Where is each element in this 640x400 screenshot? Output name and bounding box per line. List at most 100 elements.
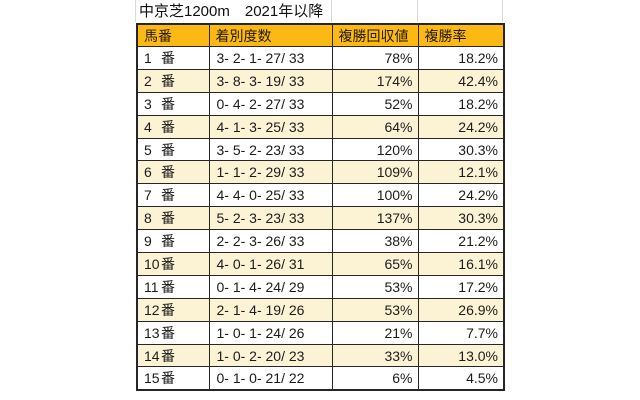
cell-place-rate[interactable]: 18.2% [417, 91, 505, 116]
horse-number-suffix: 番 [161, 210, 175, 227]
horse-number-value: 12 [144, 301, 160, 318]
cell-finish-counts[interactable]: 3- 2- 1- 27/ 33 [208, 46, 333, 70]
cell-place-return[interactable]: 52% [331, 91, 419, 116]
cell-place-rate[interactable]: 13.0% [417, 343, 505, 368]
table-row: 6 番 1- 1- 2- 29/ 33 109% 12.1% [136, 160, 505, 185]
cell-finish-counts[interactable]: 3- 8- 3- 19/ 33 [208, 68, 333, 93]
cell-finish-counts[interactable]: 4- 1- 3- 25/ 33 [208, 114, 333, 139]
horse-number-value: 11 [144, 278, 159, 295]
horse-number-suffix: 番 [161, 72, 175, 89]
horse-number-value: 3 [144, 95, 152, 112]
cell-horse-number[interactable]: 15番 [136, 366, 210, 391]
horse-number-suffix: 番 [161, 95, 175, 112]
horse-number-suffix: 番 [161, 347, 175, 364]
horse-number-suffix: 番 [161, 233, 175, 250]
horse-number-value: 6 [144, 164, 152, 181]
horse-number-suffix: 番 [161, 118, 175, 135]
cell-place-rate[interactable]: 30.3% [417, 206, 505, 231]
header-cell-place-rate[interactable]: 複勝率 [417, 23, 505, 47]
table-row: 1 番 3- 2- 1- 27/ 33 78% 18.2% [136, 46, 505, 70]
cell-place-rate[interactable]: 18.2% [417, 46, 505, 70]
gridline [502, 0, 503, 22]
cell-place-rate[interactable]: 17.2% [417, 274, 505, 299]
horse-number-suffix: 番 [161, 141, 175, 158]
cell-finish-counts[interactable]: 2- 2- 3- 26/ 33 [208, 229, 333, 254]
cell-place-rate[interactable]: 7.7% [417, 320, 505, 345]
gridline [417, 0, 418, 22]
sheet-title[interactable]: 中京芝1200m 2021年以降 [139, 3, 324, 20]
cell-place-rate[interactable]: 24.2% [417, 183, 505, 208]
horse-number-suffix: 番 [161, 164, 175, 181]
cell-horse-number[interactable]: 11 番 [136, 274, 210, 299]
header-cell-place-return[interactable]: 複勝回収値 [331, 23, 419, 47]
cell-finish-counts[interactable]: 1- 0- 1- 24/ 26 [208, 320, 333, 345]
cell-finish-counts[interactable]: 0- 4- 2- 27/ 33 [208, 91, 333, 116]
horse-number-value: 7 [144, 187, 152, 204]
horse-stats-table: 馬番 着別度数 複勝回収値 複勝率 1 番 3- 2- 1- 27/ 33 78% 18… [136, 23, 505, 391]
cell-finish-counts[interactable]: 3- 5- 2- 23/ 33 [208, 137, 333, 162]
cell-finish-counts[interactable]: 1- 0- 2- 20/ 23 [208, 343, 333, 368]
horse-number-value: 5 [144, 141, 152, 158]
cell-place-return[interactable]: 100% [331, 183, 419, 208]
cell-place-rate[interactable]: 42.4% [417, 68, 505, 93]
cell-place-rate[interactable]: 16.1% [417, 252, 505, 276]
cell-place-rate[interactable]: 24.2% [417, 114, 505, 139]
header-cell-finish-counts[interactable]: 着別度数 [208, 23, 333, 47]
horse-number-suffix: 番 [161, 49, 175, 66]
cell-place-return[interactable]: 53% [331, 297, 419, 322]
cell-place-return[interactable]: 53% [331, 274, 419, 299]
table-row: 11 番 0- 1- 4- 24/ 29 53% 17.2% [136, 274, 505, 299]
table-row: 3 番 0- 4- 2- 27/ 33 52% 18.2% [136, 91, 505, 116]
cell-horse-number[interactable]: 12番 [136, 297, 210, 322]
cell-finish-counts[interactable]: 0- 1- 4- 24/ 29 [208, 274, 333, 299]
cell-finish-counts[interactable]: 0- 1- 0- 21/ 22 [208, 366, 333, 391]
cell-place-rate[interactable]: 26.9% [417, 297, 505, 322]
cell-place-return[interactable]: 38% [331, 229, 419, 254]
cell-place-return[interactable]: 137% [331, 206, 419, 231]
cell-place-return[interactable]: 21% [331, 320, 419, 345]
cell-finish-counts[interactable]: 2- 1- 4- 19/ 26 [208, 297, 333, 322]
table-row: 13番 1- 0- 1- 24/ 26 21% 7.7% [136, 320, 505, 345]
table-row: 9 番 2- 2- 3- 26/ 33 38% 21.2% [136, 229, 505, 254]
cell-place-return[interactable]: 65% [331, 252, 419, 276]
cell-place-return[interactable]: 64% [331, 114, 419, 139]
table-row: 10番 4- 0- 1- 26/ 31 65% 16.1% [136, 252, 505, 276]
header-cell-horse-number[interactable]: 馬番 [136, 23, 210, 47]
cell-place-return[interactable]: 78% [331, 46, 419, 70]
table-row: 5 番 3- 5- 2- 23/ 33 120% 30.3% [136, 137, 505, 162]
gridline [331, 0, 332, 22]
cell-place-return[interactable]: 33% [331, 343, 419, 368]
cell-finish-counts[interactable]: 5- 2- 3- 23/ 33 [208, 206, 333, 231]
table-row: 12番 2- 1- 4- 19/ 26 53% 26.9% [136, 297, 505, 322]
horse-number-value: 1 [144, 49, 152, 66]
cell-finish-counts[interactable]: 4- 4- 0- 25/ 33 [208, 183, 333, 208]
cell-place-return[interactable]: 120% [331, 137, 419, 162]
horse-number-value: 15 [144, 370, 160, 387]
cell-place-return[interactable]: 109% [331, 160, 419, 185]
horse-number-value: 14 [144, 347, 160, 364]
horse-number-value: 4 [144, 118, 152, 135]
cell-place-rate[interactable]: 4.5% [417, 366, 505, 391]
table-row: 2 番 3- 8- 3- 19/ 33 174% 42.4% [136, 68, 505, 93]
cell-place-rate[interactable]: 21.2% [417, 229, 505, 254]
cell-finish-counts[interactable]: 4- 0- 1- 26/ 31 [208, 252, 333, 276]
cell-place-rate[interactable]: 30.3% [417, 137, 505, 162]
cell-finish-counts[interactable]: 1- 1- 2- 29/ 33 [208, 160, 333, 185]
cell-horse-number[interactable]: 14番 [136, 343, 210, 368]
cell-horse-number[interactable]: 10番 [136, 252, 210, 276]
horse-number-suffix: 番 [161, 324, 175, 341]
cell-horse-number[interactable]: 13番 [136, 320, 210, 345]
cell-place-return[interactable]: 174% [331, 68, 419, 93]
cell-place-rate[interactable]: 12.1% [417, 160, 505, 185]
cell-place-return[interactable]: 6% [331, 366, 419, 391]
